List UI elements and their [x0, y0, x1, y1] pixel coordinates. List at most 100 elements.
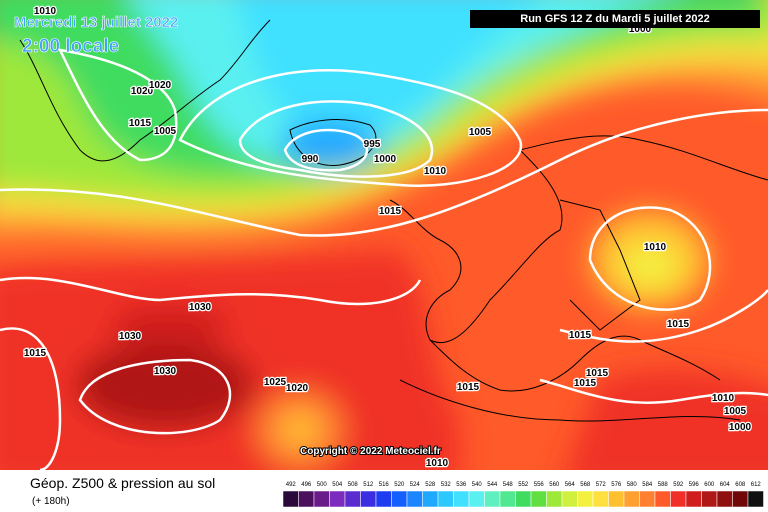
scale-label: 572 [596, 482, 607, 488]
scale-label: 604 [720, 482, 731, 488]
scale-swatch [639, 490, 656, 508]
scale-label: 576 [611, 482, 622, 488]
isobar-label: 995 [364, 139, 381, 150]
scale-swatch [515, 490, 532, 508]
scale-swatch [685, 490, 702, 508]
scale-label: 592 [673, 482, 684, 488]
scale-swatch [716, 490, 733, 508]
scale-label: 536 [456, 482, 467, 488]
scale-swatch [453, 490, 470, 508]
scale-label: 516 [379, 482, 390, 488]
scale-swatch [623, 490, 640, 508]
scale-swatch [344, 490, 361, 508]
scale-swatch [422, 490, 439, 508]
isobar-label: 1015 [569, 330, 592, 341]
scale-label: 512 [363, 482, 374, 488]
isobar-label: 1015 [574, 378, 597, 389]
coastlines [19, 19, 768, 422]
scale-label: 560 [549, 482, 560, 488]
isobar-label: 1020 [131, 86, 154, 97]
isobar-label: 1015 [667, 319, 690, 330]
scale-label: 596 [689, 482, 700, 488]
isobar-label: 1015 [457, 382, 480, 393]
scale-label: 520 [394, 482, 405, 488]
scale-swatch [732, 490, 749, 508]
isobar-label: 1020 [149, 80, 172, 91]
isobar-label: 1010 [424, 166, 447, 177]
isobar-label: 1015 [586, 368, 609, 379]
scale-swatch [747, 490, 764, 508]
isobar-label: 1010 [426, 458, 449, 469]
isobar-label: 1000 [374, 154, 397, 165]
isobar-label: 1020 [286, 383, 309, 394]
legend-title: Géop. Z500 & pression au sol [30, 475, 215, 491]
scale-swatch [282, 490, 299, 508]
isobar-label: 1005 [469, 127, 492, 138]
isobar-label: 1030 [154, 366, 177, 377]
scale-label: 504 [332, 482, 343, 488]
scale-label: 508 [348, 482, 359, 488]
isobar-label: 990 [302, 154, 319, 165]
isobar-label: 1000 [729, 422, 752, 433]
scale-label: 540 [472, 482, 483, 488]
isobar-label: 1005 [724, 406, 747, 417]
scale-label: 588 [658, 482, 669, 488]
scale-swatch [484, 490, 501, 508]
scale-swatch [360, 490, 377, 508]
scale-swatch [654, 490, 671, 508]
scale-swatch [375, 490, 392, 508]
isobar-label: 1015 [379, 206, 402, 217]
scale-label: 552 [518, 482, 529, 488]
run-banner [470, 10, 760, 28]
scale-label: 564 [565, 482, 576, 488]
scale-label: 496 [301, 482, 312, 488]
isobar-label: 1025 [264, 377, 287, 388]
lead-time: (+ 180h) [32, 496, 70, 507]
scale-swatch [313, 490, 330, 508]
isobar-label: 1030 [119, 331, 142, 342]
scale-label: 612 [751, 482, 762, 488]
scale-label: 532 [441, 482, 452, 488]
isobars [0, 48, 768, 470]
scale-swatch [329, 490, 346, 508]
run-label: Run GFS 12 Z du Mardi 5 juillet 2022 [520, 13, 710, 25]
scale-swatch [391, 490, 408, 508]
scale-swatch [530, 490, 547, 508]
time-label: 2:00 locale [22, 36, 119, 57]
scale-swatch [608, 490, 625, 508]
scale-swatch [499, 490, 516, 508]
color-scale: 492 496 500 504 508 512 516 520 524 528 532 536 540 5… [282, 482, 764, 508]
scale-swatch [670, 490, 687, 508]
scale-swatch [577, 490, 594, 508]
date-title: Mercredi 13 juillet 2022 [14, 14, 178, 31]
scale-label: 568 [580, 482, 591, 488]
scale-label: 580 [627, 482, 638, 488]
isobar-label: 1030 [189, 302, 212, 313]
copyright: Copyright © 2022 Meteociel.fr [300, 446, 441, 457]
scale-swatch [406, 490, 423, 508]
isobar-label: 1010 [712, 393, 735, 404]
isobar-label: 1010 [34, 6, 57, 17]
scale-label: 544 [487, 482, 498, 488]
isobar-label: 1005 [154, 126, 177, 137]
isobar-label: 1015 [129, 118, 152, 129]
scale-swatch [298, 490, 315, 508]
scale-label: 528 [425, 482, 436, 488]
scale-swatch [701, 490, 718, 508]
scale-label: 584 [642, 482, 653, 488]
scale-swatch [561, 490, 578, 508]
scale-label: 524 [410, 482, 421, 488]
scale-label: 492 [286, 482, 297, 488]
scale-swatch [468, 490, 485, 508]
scale-label: 556 [534, 482, 545, 488]
scale-label: 608 [735, 482, 746, 488]
scale-label: 600 [704, 482, 715, 488]
scale-swatch [546, 490, 563, 508]
scale-swatch [592, 490, 609, 508]
scale-swatch [437, 490, 454, 508]
scale-label: 548 [503, 482, 514, 488]
